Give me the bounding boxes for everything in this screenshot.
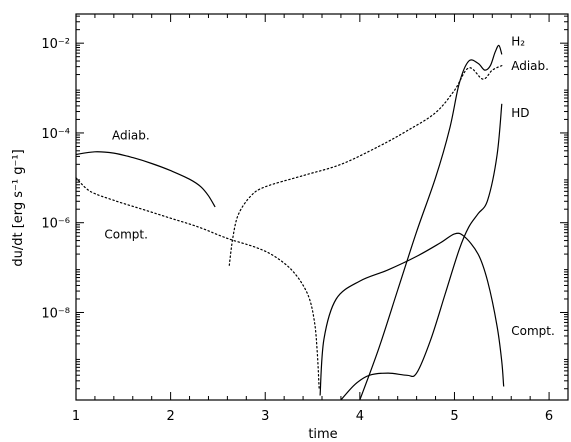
- axes: 1 2 3 4 5 6 10⁻² 10⁻⁴ 10⁻⁶ 10⁻⁸: [41, 13, 569, 424]
- y-axis-label: du/dt [erg s⁻¹ g⁻¹]: [11, 149, 26, 266]
- series-line-1: [75, 177, 320, 390]
- series-annotation: Adiab.: [511, 59, 549, 73]
- labels-layer: Adiab. Compt. H₂ Adiab. HD Compt.: [104, 34, 554, 338]
- x-tick-label: 3: [261, 409, 269, 424]
- x-tick-label: 4: [356, 409, 364, 424]
- y-tick-label: 10⁻⁶: [41, 217, 70, 232]
- y-tick-label: 10⁻²: [41, 37, 70, 52]
- series-line-3: [359, 44, 503, 401]
- series-annotation: HD: [511, 106, 529, 120]
- series-line-5: [319, 232, 505, 396]
- series-annotation: Adiab.: [112, 129, 150, 143]
- x-tick-label: 6: [545, 409, 553, 424]
- series-line-4: [340, 103, 503, 401]
- series-line-0: [75, 151, 216, 208]
- plot-frame: [75, 13, 569, 401]
- x-axis-label: time: [308, 427, 337, 442]
- series-annotation: H₂: [511, 34, 525, 48]
- x-tick-label: 1: [72, 409, 80, 424]
- x-tick-label: 2: [166, 409, 174, 424]
- x-tick-label: 5: [450, 409, 458, 424]
- series-annotation: Compt.: [104, 227, 148, 241]
- series-line-2: [228, 65, 503, 266]
- y-tick-label: 10⁻⁸: [41, 306, 70, 321]
- y-tick-label: 10⁻⁴: [41, 127, 70, 142]
- series-layer: [75, 44, 505, 401]
- series-annotation: Compt.: [511, 324, 555, 338]
